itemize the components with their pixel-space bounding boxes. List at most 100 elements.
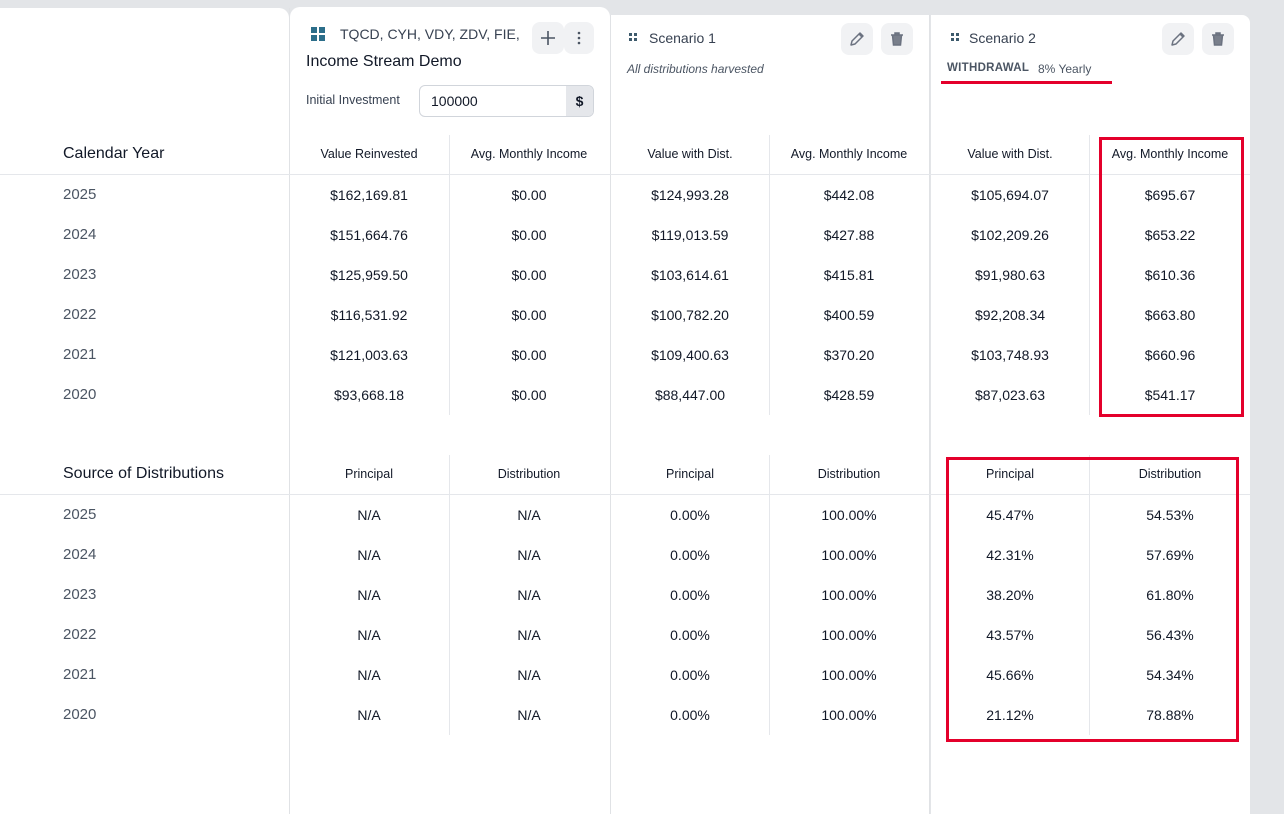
year-label: 2025 <box>63 506 97 523</box>
table-cell: $370.20 <box>823 347 875 363</box>
table-cell: 100.00% <box>821 587 877 603</box>
column-header: Principal <box>345 467 393 481</box>
table-cell: 57.69% <box>1146 547 1194 563</box>
trash-icon <box>891 32 903 46</box>
table-cell: $541.17 <box>1144 387 1196 403</box>
column-header: Avg. Monthly Income <box>470 147 588 161</box>
more-vertical-icon <box>577 31 581 45</box>
year-label: 2020 <box>63 706 97 723</box>
year-label: 2020 <box>63 386 97 403</box>
edit-scenario-2-button[interactable] <box>1162 23 1194 55</box>
table-cell: 0.00% <box>670 507 710 523</box>
table-cell: $109,400.63 <box>651 347 729 363</box>
table-cell: 0.00% <box>670 587 710 603</box>
column-header: Distribution <box>1138 467 1202 481</box>
table-cell: 100.00% <box>821 547 877 563</box>
table-cell: $428.59 <box>823 387 875 403</box>
pencil-icon <box>1171 32 1185 46</box>
table-cell: $103,614.61 <box>651 267 729 283</box>
table-cell: N/A <box>357 547 381 563</box>
table-cell: $103,748.93 <box>971 347 1049 363</box>
table-cell: 78.88% <box>1146 707 1194 723</box>
delete-scenario-2-button[interactable] <box>1202 23 1234 55</box>
column-header: Principal <box>986 467 1034 481</box>
table-cell: 61.80% <box>1146 587 1194 603</box>
table-cell: $162,169.81 <box>330 187 408 203</box>
drag-handle-icon[interactable] <box>629 33 637 41</box>
column-header: Value with Dist. <box>967 147 1053 161</box>
table-cell: $0.00 <box>511 187 547 203</box>
column-header: Principal <box>666 467 714 481</box>
table-cell: $427.88 <box>823 227 875 243</box>
more-button[interactable] <box>564 22 594 54</box>
table-cell: 100.00% <box>821 707 877 723</box>
table-cell: $400.59 <box>823 307 875 323</box>
column-header: Value Reinvested <box>320 147 418 161</box>
table-cell: N/A <box>517 507 541 523</box>
scenario-1-subtitle: All distributions harvested <box>627 62 764 76</box>
column-header: Avg. Monthly Income <box>1111 147 1229 161</box>
table-cell: 0.00% <box>670 707 710 723</box>
scenario-2-title: Scenario 2 <box>969 30 1036 46</box>
table-cell: $116,531.92 <box>330 307 408 323</box>
currency-addon: $ <box>566 86 593 116</box>
table-cell: 54.34% <box>1146 667 1194 683</box>
table-cell: $88,447.00 <box>654 387 726 403</box>
table-cell: 21.12% <box>986 707 1034 723</box>
edit-scenario-1-button[interactable] <box>841 23 873 55</box>
year-label: 2025 <box>63 186 97 203</box>
table-cell: $663.80 <box>1144 307 1196 323</box>
table-cell: 42.31% <box>986 547 1034 563</box>
add-button[interactable] <box>532 22 564 54</box>
table-cell: N/A <box>357 627 381 643</box>
withdrawal-highlight-underline <box>941 81 1112 84</box>
table-cell: 0.00% <box>670 627 710 643</box>
table-cell: $91,980.63 <box>974 267 1046 283</box>
table-cell: 0.00% <box>670 667 710 683</box>
divider <box>289 8 290 814</box>
table-cell: $0.00 <box>511 347 547 363</box>
drag-handle-icon[interactable] <box>951 33 959 41</box>
year-label: 2022 <box>63 626 97 643</box>
base-portfolio-card: TQCD, CYH, VDY, ZDV, FIE, I Income Strea… <box>290 7 610 814</box>
table-cell: $610.36 <box>1144 267 1196 283</box>
table-cell: $93,668.18 <box>333 387 405 403</box>
table-cell: $695.67 <box>1144 187 1196 203</box>
avg-monthly-income-highlight-box <box>1099 137 1244 417</box>
table-cell: 100.00% <box>821 507 877 523</box>
initial-investment-input[interactable]: 100000 <box>431 93 478 109</box>
table-cell: $124,993.28 <box>651 187 729 203</box>
table-cell: N/A <box>517 587 541 603</box>
table-cell: 38.20% <box>986 587 1034 603</box>
table-cell: N/A <box>357 707 381 723</box>
calendar-year-heading: Calendar Year <box>63 145 165 162</box>
table-cell: 54.53% <box>1146 507 1194 523</box>
source-of-distributions-highlight-box <box>946 457 1239 742</box>
table-cell: N/A <box>517 547 541 563</box>
table-cell: N/A <box>517 707 541 723</box>
table-cell: $442.08 <box>823 187 875 203</box>
row-labels-panel <box>0 8 289 814</box>
table-cell: 45.47% <box>986 507 1034 523</box>
table-cell: $92,208.34 <box>974 307 1046 323</box>
initial-investment-field: 100000 $ <box>419 85 594 117</box>
table-cell: 0.00% <box>670 547 710 563</box>
year-label: 2024 <box>63 546 97 563</box>
withdrawal-badge: WITHDRAWAL <box>947 62 1030 74</box>
pencil-icon <box>850 32 864 46</box>
year-label: 2021 <box>63 666 97 683</box>
scenario-1-title: Scenario 1 <box>649 30 716 46</box>
delete-scenario-1-button[interactable] <box>881 23 913 55</box>
table-cell: N/A <box>357 667 381 683</box>
withdrawal-detail: 8% Yearly <box>1038 62 1092 76</box>
table-cell: 43.57% <box>986 627 1034 643</box>
table-cell: $653.22 <box>1144 227 1196 243</box>
table-cell: $0.00 <box>511 267 547 283</box>
year-label: 2023 <box>63 266 97 283</box>
portfolio-grid-icon <box>311 27 325 41</box>
table-cell: 100.00% <box>821 667 877 683</box>
table-cell: $660.96 <box>1144 347 1196 363</box>
table-cell: $100,782.20 <box>651 307 729 323</box>
table-cell: $0.00 <box>511 307 547 323</box>
year-label: 2021 <box>63 346 97 363</box>
